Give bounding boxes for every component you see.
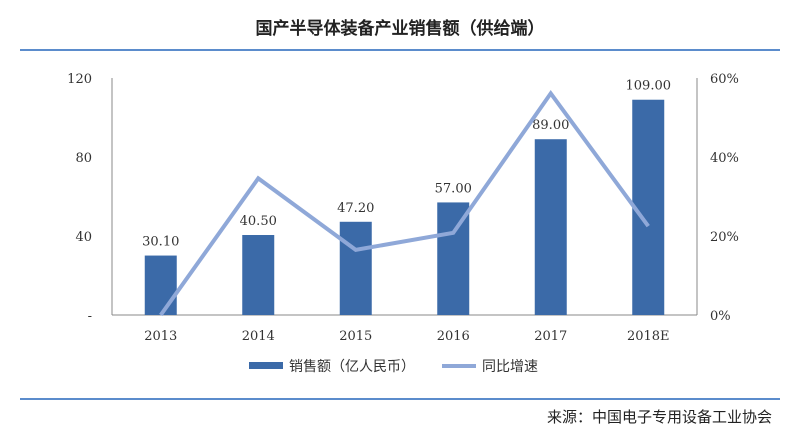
x-tick-label: 2013 — [144, 329, 177, 344]
legend-bar-label: 销售额（亿人民币） — [289, 359, 415, 375]
legend-bar-swatch — [249, 362, 283, 369]
bar-2013 — [144, 255, 177, 315]
bar-data-label: 109.00 — [626, 79, 672, 94]
right-tick-label: 20% — [710, 230, 739, 245]
bar-data-label: 57.00 — [435, 181, 472, 196]
bottom-divider — [20, 398, 780, 400]
bar-2018E — [632, 99, 665, 315]
bar-data-label: 30.10 — [142, 235, 179, 250]
bar-2017 — [534, 139, 567, 315]
top-divider — [20, 49, 780, 51]
bar-data-label: 40.50 — [240, 214, 277, 229]
x-tick-label: 2018E — [627, 329, 670, 344]
chart-title: 国产半导体装备产业销售额（供给端） — [255, 19, 545, 39]
right-tick-label: 40% — [710, 151, 739, 166]
left-tick-label: - — [88, 309, 92, 324]
x-tick-label: 2016 — [437, 329, 470, 344]
bar-2014 — [242, 235, 275, 315]
left-tick-label: 40 — [75, 230, 92, 245]
x-tick-label: 2014 — [242, 329, 275, 344]
bar-data-label: 89.00 — [532, 118, 569, 133]
bar-2015 — [339, 221, 372, 315]
left-tick-label: 80 — [75, 151, 92, 166]
legend-line-label: 同比增速 — [482, 359, 538, 375]
bar-data-label: 47.20 — [337, 201, 374, 216]
bar-2016 — [437, 202, 470, 315]
x-tick-label: 2017 — [534, 329, 567, 344]
left-tick-label: 120 — [67, 72, 92, 87]
right-tick-label: 60% — [710, 72, 739, 87]
x-tick-label: 2015 — [339, 329, 372, 344]
growth-rate-line — [159, 89, 650, 317]
source-note: 来源：中国电子专用设备工业协会 — [546, 408, 772, 426]
right-tick-label: 0% — [710, 309, 731, 324]
